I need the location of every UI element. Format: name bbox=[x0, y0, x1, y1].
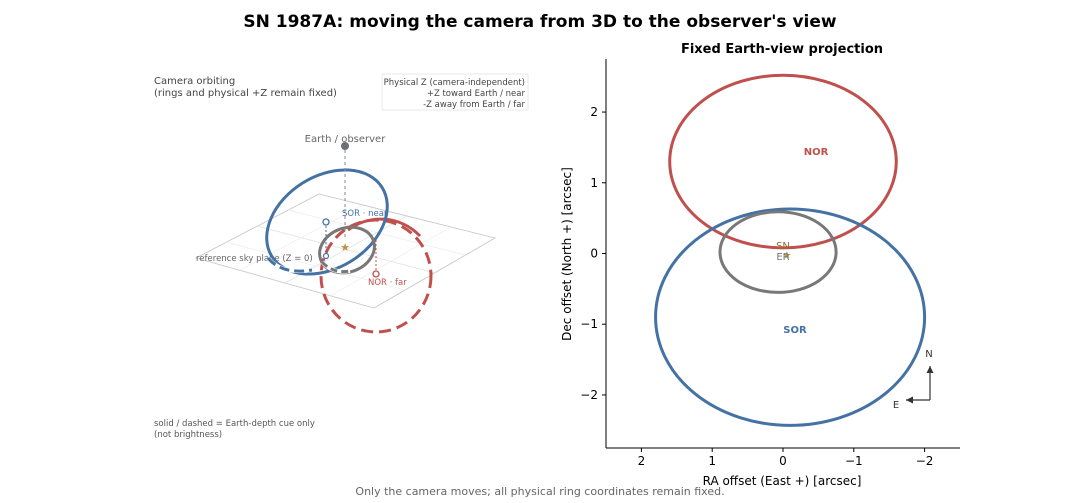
legend-line-1: Physical Z (camera-independent) bbox=[384, 78, 525, 88]
sky-plane-grid-line bbox=[239, 204, 364, 271]
ring-layer: ★ bbox=[654, 73, 927, 427]
legend-line-3: -Z away from Earth / far bbox=[423, 100, 525, 110]
sor-near-label: SOR · near bbox=[342, 209, 388, 219]
tick-layer: 2 1 0 −1 −2 −2 −1 0 1 2 bbox=[580, 105, 933, 468]
physical-z-legend: Physical Z (camera-independent) +Z towar… bbox=[381, 73, 529, 111]
sn-label: SN bbox=[776, 241, 790, 252]
y-tick-label: 0 bbox=[590, 247, 598, 261]
nor-ring-projection bbox=[668, 73, 898, 250]
earth-observer-marker bbox=[341, 142, 349, 150]
sor-plane-marker bbox=[322, 252, 330, 260]
earth-view-projection-panel: Fixed Earth-view projection ★ 2 1 0 −1 −2 −2 −… bbox=[560, 42, 960, 488]
sor-ring-projection bbox=[654, 207, 927, 427]
depth-note-line2: (not brightness) bbox=[154, 430, 222, 440]
sor-ring-label: SOR bbox=[783, 325, 807, 336]
reference-sky-plane: reference sky plane (Z = 0) bbox=[194, 193, 497, 309]
right-panel-title: Fixed Earth-view projection bbox=[681, 42, 883, 57]
sky-plane-grid-line bbox=[287, 209, 466, 256]
x-tick-label: −1 bbox=[845, 454, 863, 468]
depth-note-line1: solid / dashed = Earth-depth cue only bbox=[154, 419, 315, 429]
x-axis-label: RA offset (East +) [arcsec] bbox=[703, 474, 862, 488]
left-3d-panel: Camera orbiting (rings and physical +Z r… bbox=[154, 73, 529, 440]
figure-title: SN 1987A: moving the camera from 3D to t… bbox=[243, 12, 837, 32]
sky-plane-label: reference sky plane (Z = 0) bbox=[196, 254, 313, 264]
y-tick-label: 1 bbox=[590, 176, 598, 190]
x-tick-label: 0 bbox=[779, 454, 787, 468]
footer-note: Only the camera moves; all physical ring… bbox=[355, 485, 724, 498]
legend-box bbox=[381, 73, 529, 111]
sky-plane-grid-line bbox=[225, 241, 406, 291]
nor-ring-label: NOR bbox=[804, 147, 829, 158]
er-label: ER bbox=[776, 252, 789, 263]
y-tick-label: −1 bbox=[580, 317, 598, 331]
compass: N E bbox=[893, 349, 934, 411]
inner-ring-3d bbox=[318, 225, 376, 275]
sn-point-icon: ★ bbox=[783, 251, 792, 262]
x-tick-label: 2 bbox=[638, 454, 646, 468]
sor-near-marker bbox=[322, 218, 330, 226]
nor-far-label: NOR · far bbox=[368, 278, 407, 288]
sor-ring-far-segment bbox=[266, 256, 313, 273]
sky-plane-outline bbox=[194, 193, 497, 309]
sor-ring-3d bbox=[265, 168, 389, 276]
y-axis-label: Dec offset (North +) [arcsec] bbox=[560, 167, 574, 341]
y-tick-label: −2 bbox=[580, 388, 598, 402]
east-label: E bbox=[893, 400, 899, 411]
legend-line-2: +Z toward Earth / near bbox=[427, 89, 526, 99]
camera-note-line1: Camera orbiting bbox=[154, 76, 235, 87]
earth-observer-label: Earth / observer bbox=[305, 134, 387, 145]
inner-ring-far-segment bbox=[320, 260, 351, 274]
y-tick-label: 2 bbox=[590, 105, 598, 119]
x-tick-label: 1 bbox=[708, 454, 716, 468]
sn-star-icon: ★ bbox=[340, 241, 350, 254]
north-label: N bbox=[925, 349, 932, 360]
er-ring-projection bbox=[718, 210, 838, 294]
x-tick-label: −2 bbox=[916, 454, 934, 468]
nor-far-marker bbox=[372, 270, 380, 278]
sky-plane-grid-line bbox=[329, 226, 452, 297]
camera-note-line2: (rings and physical +Z remain fixed) bbox=[154, 88, 337, 99]
